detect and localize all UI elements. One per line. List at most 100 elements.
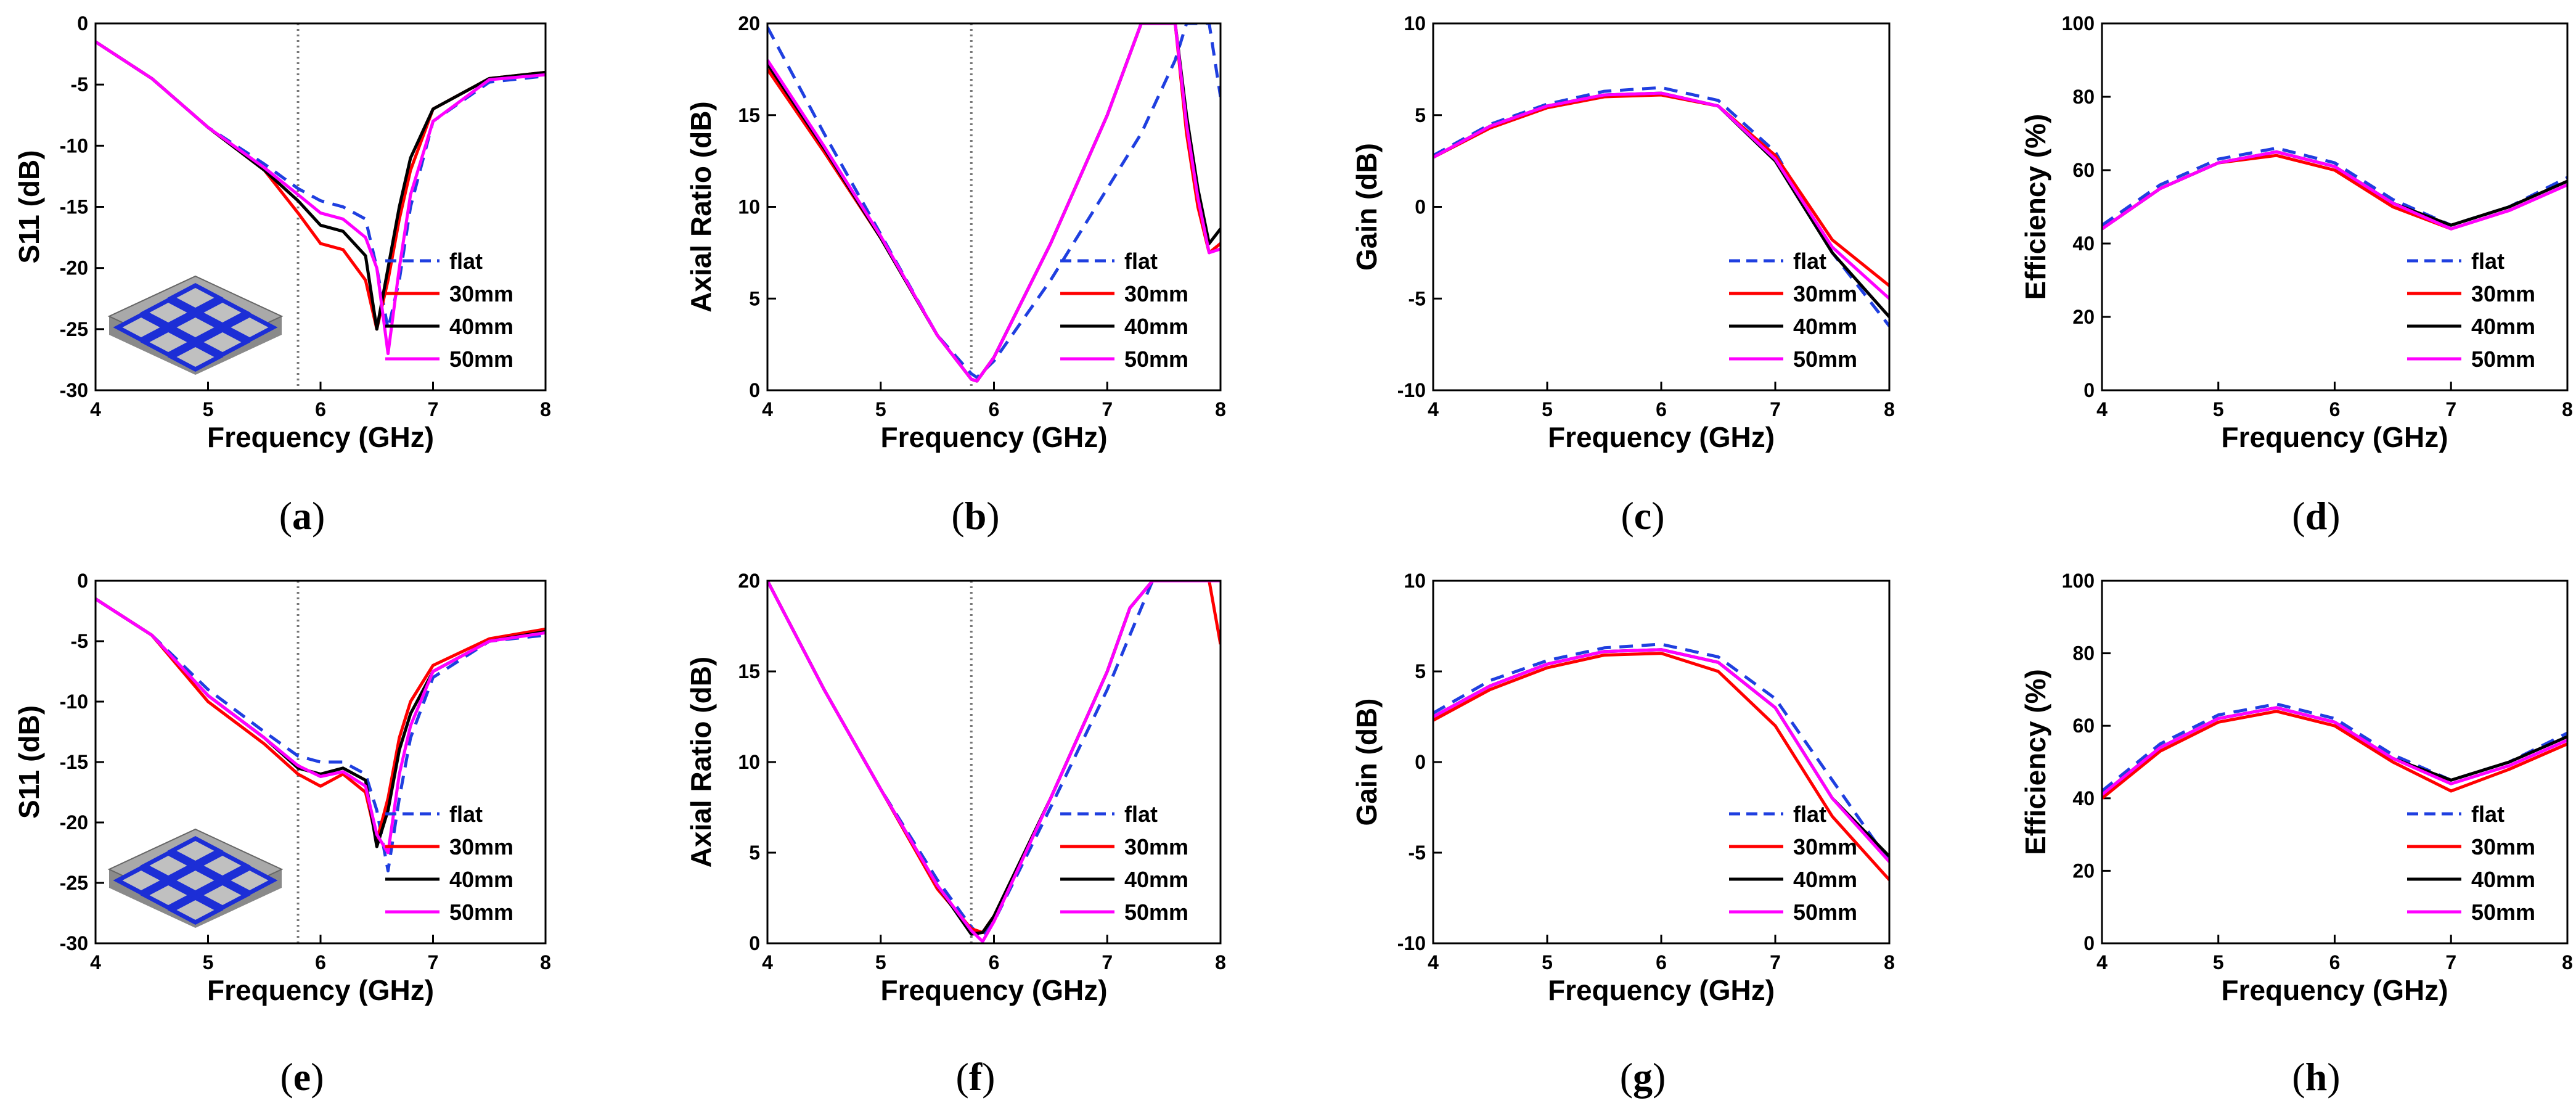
x-axis-label: Frequency (GHz) <box>1548 974 1775 1006</box>
panel-caption-letter: c <box>1634 494 1651 538</box>
array-patch <box>194 298 251 327</box>
array-patch <box>140 327 197 357</box>
array-patch <box>167 866 224 895</box>
series-group <box>2102 702 2567 800</box>
series-group <box>767 23 1221 383</box>
x-tick-label: 5 <box>203 951 214 974</box>
y-tick-label: 0 <box>77 570 88 592</box>
legend-label-50mm: 50mm <box>449 346 513 372</box>
x-tick-label: 6 <box>1656 398 1667 420</box>
y-tick-label: 80 <box>2072 86 2095 108</box>
legend-label-50mm: 50mm <box>2471 346 2535 372</box>
y-tick-label: -10 <box>60 134 88 157</box>
plot-frame <box>2101 22 2569 392</box>
x-tick-label: 4 <box>90 951 101 974</box>
array-patch <box>167 342 224 372</box>
x-tick-label: 6 <box>2329 951 2341 974</box>
x-tick-label: 4 <box>1428 951 1439 974</box>
legend-label-50mm: 50mm <box>1124 346 1188 372</box>
x-tick-label: 6 <box>989 398 1000 420</box>
legend-label-40mm: 40mm <box>1793 867 1857 892</box>
y-tick-label: 80 <box>2072 642 2095 665</box>
y-tick-label: -5 <box>71 73 88 96</box>
panel-f: 0 5 10 15 20 4 5 6 7 8 Frequency (GHz) Axial Ratio … <box>685 570 1226 1099</box>
y-tick-label: 60 <box>2072 715 2095 737</box>
y-tick-label: 100 <box>2062 12 2095 35</box>
panel-caption-letter: f <box>969 1055 983 1099</box>
y-tick-label: 5 <box>1415 660 1426 683</box>
y-tick-label: 0 <box>1415 196 1426 218</box>
legend-label-40mm: 40mm <box>1124 867 1188 892</box>
y-tick-label: -25 <box>60 318 88 340</box>
panel-caption-letter: h <box>2305 1055 2328 1099</box>
y-tick-label: 5 <box>749 287 760 310</box>
panel-caption-letter: e <box>293 1055 311 1099</box>
y-tick-label: -5 <box>71 630 88 652</box>
series-group <box>1433 642 1889 881</box>
y-tick-label: 40 <box>2072 232 2095 255</box>
y-tick-label: 20 <box>2072 859 2095 882</box>
plot-frame <box>1432 22 1891 392</box>
y-axis-label: Efficiency (%) <box>2019 114 2051 300</box>
legend-label-40mm: 40mm <box>2471 314 2535 339</box>
panel-caption: (h) <box>2292 1055 2340 1099</box>
y-tick-label: -15 <box>60 196 88 218</box>
y-tick-label: -10 <box>1397 932 1426 954</box>
series-line-30mm <box>1433 93 1889 287</box>
panel-caption: (c) <box>1621 494 1664 538</box>
y-tick-label: 5 <box>749 842 760 864</box>
x-tick-label: 7 <box>428 951 439 974</box>
legend-label-flat: flat <box>1793 801 1826 827</box>
y-tick-label: -15 <box>60 751 88 773</box>
plot-frame <box>1432 580 1891 945</box>
x-axis-label: Frequency (GHz) <box>880 421 1107 453</box>
panel-caption-letter: d <box>2305 494 2328 538</box>
array-patch <box>167 283 224 313</box>
legend-label-30mm: 30mm <box>449 834 513 859</box>
series-line-flat <box>1433 642 1889 863</box>
array-patch <box>194 880 251 910</box>
panel-caption-letter: g <box>1633 1055 1653 1099</box>
x-tick-label: 4 <box>2096 398 2108 420</box>
x-tick-label: 8 <box>540 398 551 420</box>
series-line-50mm <box>767 581 1221 943</box>
array-patch <box>194 851 251 880</box>
x-axis-label: Frequency (GHz) <box>2221 974 2448 1006</box>
legend-label-40mm: 40mm <box>1124 314 1188 339</box>
array-patch <box>221 313 278 342</box>
series-line-50mm <box>1433 648 1889 863</box>
panel-c: 10 5 0 -5 -104 5 6 7 8 Frequency (GHz) Gain (dB) fl… <box>1351 12 1895 538</box>
legend-label-flat: flat <box>1793 248 1826 274</box>
panel-caption: (g) <box>1620 1055 1666 1099</box>
x-tick-label: 8 <box>2562 951 2573 974</box>
plot-frame <box>766 580 1222 945</box>
x-axis-label: Frequency (GHz) <box>880 974 1107 1006</box>
legend-label-flat: flat <box>2471 248 2504 274</box>
y-axis-label: S11 (dB) <box>13 705 45 819</box>
x-tick-label: 8 <box>1215 951 1226 974</box>
x-tick-label: 7 <box>1770 398 1781 420</box>
y-tick-label: 10 <box>738 196 760 218</box>
y-axis-label: Efficiency (%) <box>2019 669 2051 855</box>
series-line-30mm <box>2102 710 2567 800</box>
series-line-50mm <box>2102 150 2567 231</box>
legend-label-flat: flat <box>1124 248 1158 274</box>
array-patch <box>113 866 170 895</box>
y-tick-label: -20 <box>60 257 88 279</box>
plot-frame <box>766 22 1222 392</box>
panel-e: 0 -5 -10 -15 -20 -25 -304 5 6 7 8 Frequency (GHz) S1… <box>13 570 551 1099</box>
legend-label-flat: flat <box>449 801 483 827</box>
panel-caption: (f) <box>956 1055 996 1099</box>
array-patch <box>167 313 224 342</box>
panel-g: 10 5 0 -5 -104 5 6 7 8 Frequency (GHz) Gain (dB) fl… <box>1351 570 1895 1099</box>
y-tick-label: 60 <box>2072 159 2095 181</box>
legend-label-50mm: 50mm <box>1793 346 1857 372</box>
legend-label-flat: flat <box>449 248 483 274</box>
y-tick-label: 0 <box>2083 932 2095 954</box>
y-tick-label: 0 <box>749 379 760 401</box>
series-line-50mm <box>1433 91 1889 300</box>
legend-label-30mm: 30mm <box>1124 834 1188 859</box>
y-tick-label: 0 <box>1415 751 1426 773</box>
panel-caption: (d) <box>2292 494 2340 538</box>
